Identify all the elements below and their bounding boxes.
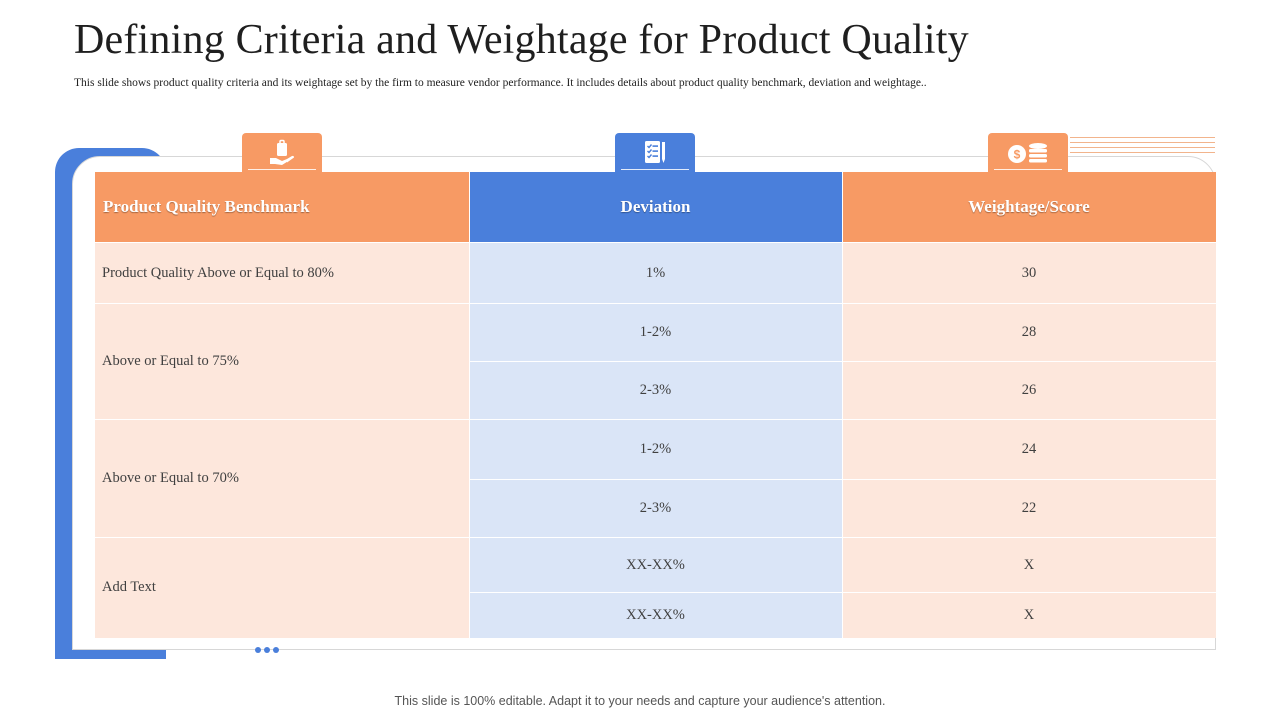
table-row: Add Text XX-XX% X	[95, 537, 1217, 638]
header-weightage: Weightage/Score	[842, 172, 1217, 243]
benchmark-cell: Above or Equal to 70%	[95, 419, 470, 538]
quality-criteria-table: Product Quality Benchmark Deviation Weig…	[95, 172, 1217, 638]
deviation-cell: XX-XX%	[469, 537, 843, 593]
score-cell: 28	[842, 303, 1217, 362]
svg-text:$: $	[1014, 148, 1021, 162]
footer-note: This slide is 100% editable. Adapt it to…	[394, 694, 886, 708]
table-row: Above or Equal to 75% 1-2% 28	[95, 303, 1217, 420]
benchmark-icon-tab	[242, 133, 322, 173]
decorative-stripe	[1070, 137, 1215, 138]
deviation-cell: 2-3%	[469, 361, 843, 420]
checklist-icon	[645, 141, 665, 163]
table-row: 2-3% 22	[95, 479, 1217, 538]
benchmark-cell: Above or Equal to 75%	[95, 303, 470, 420]
deviation-cell: 2-3%	[469, 479, 843, 538]
page-title: Defining Criteria and Weightage for Prod…	[74, 17, 969, 63]
score-cell: 22	[842, 479, 1217, 538]
decorative-stripe	[1070, 147, 1215, 148]
dot	[264, 647, 270, 653]
header-benchmark: Product Quality Benchmark	[95, 172, 470, 243]
dot	[273, 647, 279, 653]
deviation-cell: 1-2%	[469, 419, 843, 480]
decorative-stripe	[1070, 142, 1215, 143]
score-cell: 24	[842, 419, 1217, 480]
hand-bag-icon	[270, 139, 294, 165]
deviation-cell: XX-XX%	[469, 592, 843, 638]
table-row: XX-XX% X	[95, 592, 1217, 638]
deviation-cell: 1-2%	[469, 303, 843, 362]
table-row: Product Quality Above or Equal to 80% 1%…	[95, 242, 1217, 304]
decorative-stripe	[1070, 152, 1215, 153]
deviation-cell: 1%	[469, 242, 843, 304]
weightage-icon-tab: $	[988, 133, 1068, 173]
deviation-icon-tab	[615, 133, 695, 173]
decorative-dots	[255, 647, 279, 653]
benchmark-cell: Add Text	[95, 537, 470, 638]
header-deviation: Deviation	[469, 172, 843, 243]
table-header-row: Product Quality Benchmark Deviation Weig…	[95, 172, 1217, 243]
dot	[255, 647, 261, 653]
page-subtitle: This slide shows product quality criteri…	[74, 77, 927, 89]
benchmark-cell: Product Quality Above or Equal to 80%	[95, 242, 470, 304]
table-row: 2-3% 26	[95, 361, 1217, 420]
score-cell: 30	[842, 242, 1217, 304]
score-cell: X	[842, 592, 1217, 638]
table-row: Above or Equal to 70% 1-2% 24	[95, 419, 1217, 538]
score-cell: X	[842, 537, 1217, 593]
score-cell: 26	[842, 361, 1217, 420]
coins-icon: $	[1008, 143, 1047, 163]
